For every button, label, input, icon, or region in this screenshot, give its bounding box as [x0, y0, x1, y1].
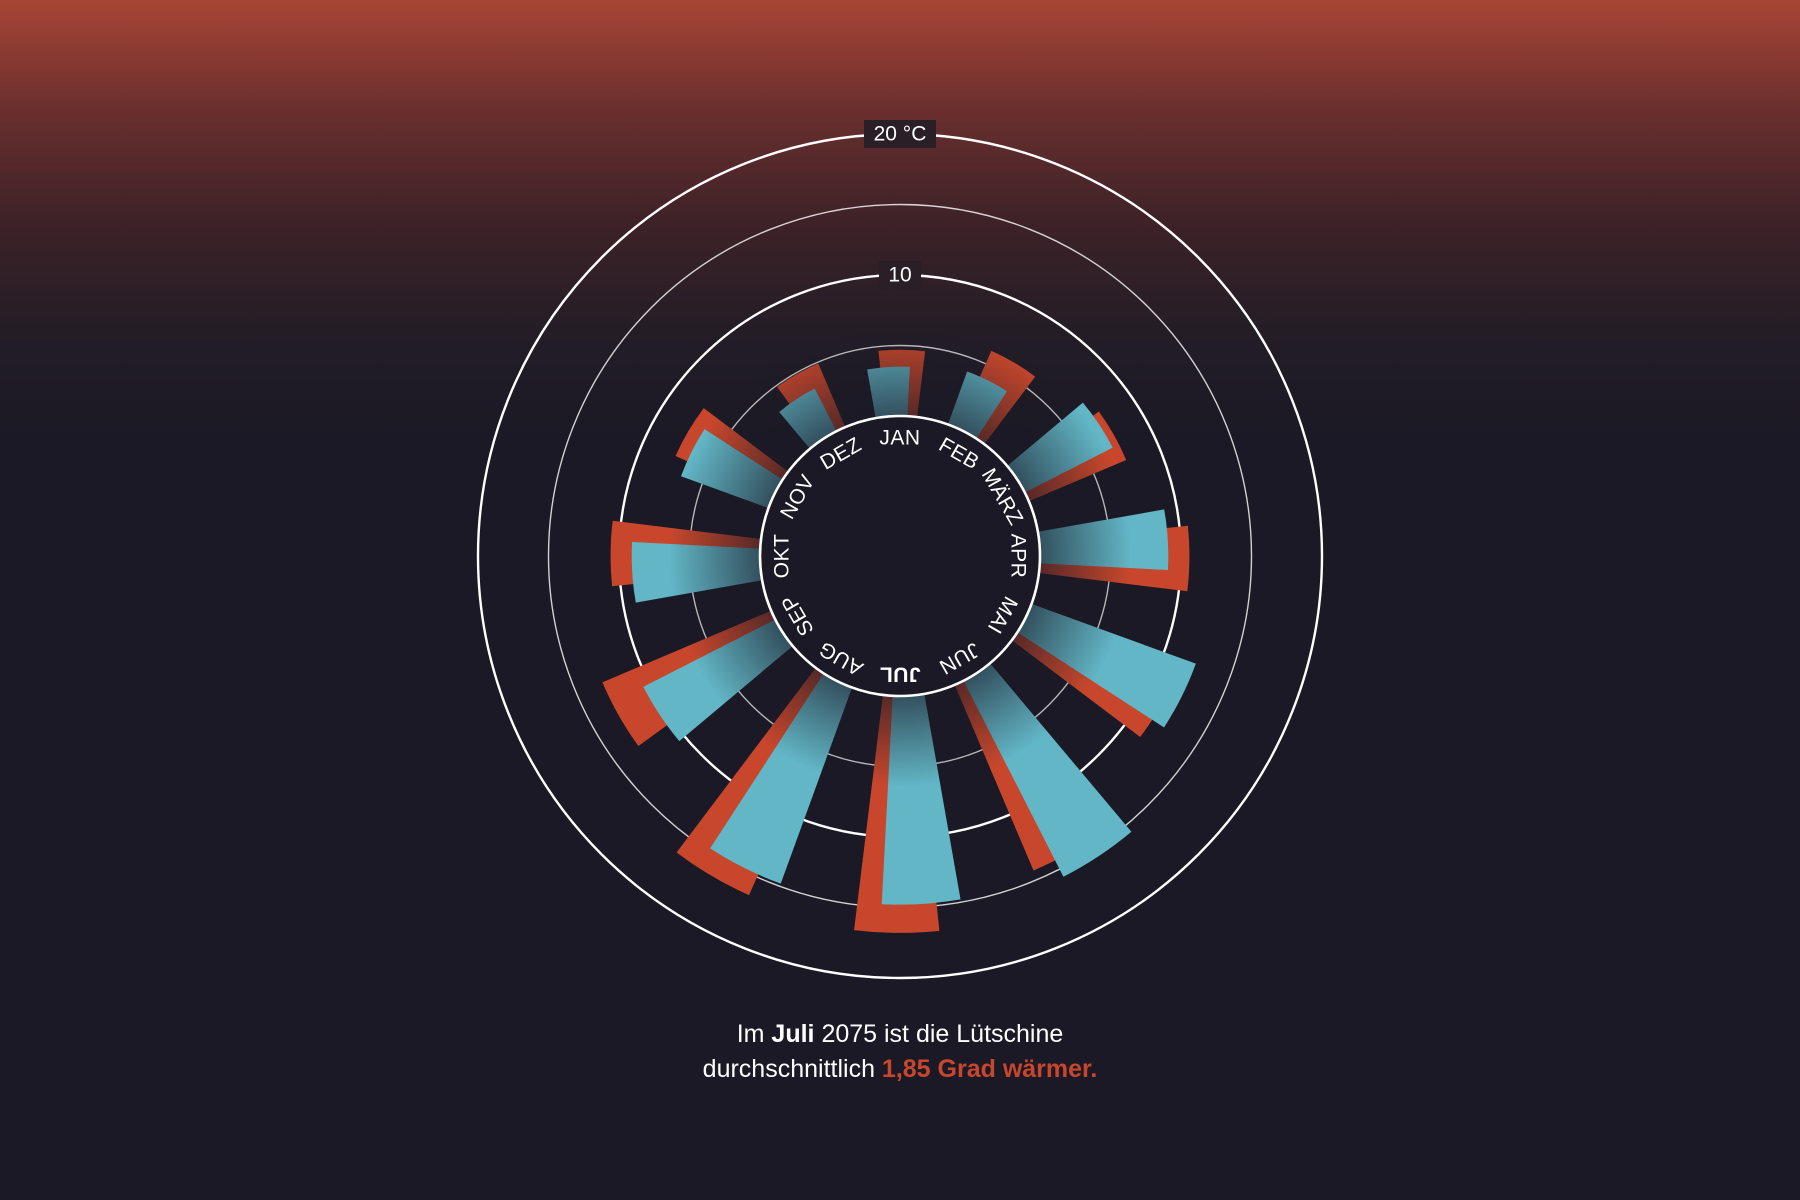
- month-label-jul: JUL: [879, 663, 920, 686]
- caption-line-1: Im Juli 2075 ist die Lütschine: [0, 1017, 1800, 1052]
- month-label-jan: JAN: [879, 427, 920, 450]
- caption-highlight: 1,85 Grad wärmer.: [881, 1055, 1098, 1083]
- month-label-apr: APR: [1007, 534, 1030, 579]
- ring-labels: 20 °C 10: [864, 120, 936, 289]
- caption-text-1: Im: [736, 1020, 772, 1048]
- caption-line-2: durchschnittlich 1,85 Grad wärmer.: [0, 1052, 1800, 1087]
- caption-month: Juli: [771, 1020, 815, 1048]
- ring-label-10: 10: [888, 264, 911, 287]
- caption-text-3: durchschnittlich: [702, 1055, 882, 1083]
- caption-text-2: 2075 ist die Lütschine: [814, 1020, 1064, 1048]
- ring-label-bg: [879, 261, 921, 289]
- center-disc: [758, 414, 1042, 698]
- caption: Im Juli 2075 ist die Lütschine durchschn…: [0, 1017, 1800, 1087]
- center-circle: [758, 414, 1042, 698]
- ring-label-20: 20 °C: [874, 123, 927, 146]
- bars-layer: [480, 136, 1320, 976]
- ring-label-bg: [864, 120, 936, 148]
- month-label-okt: OKT: [771, 534, 794, 579]
